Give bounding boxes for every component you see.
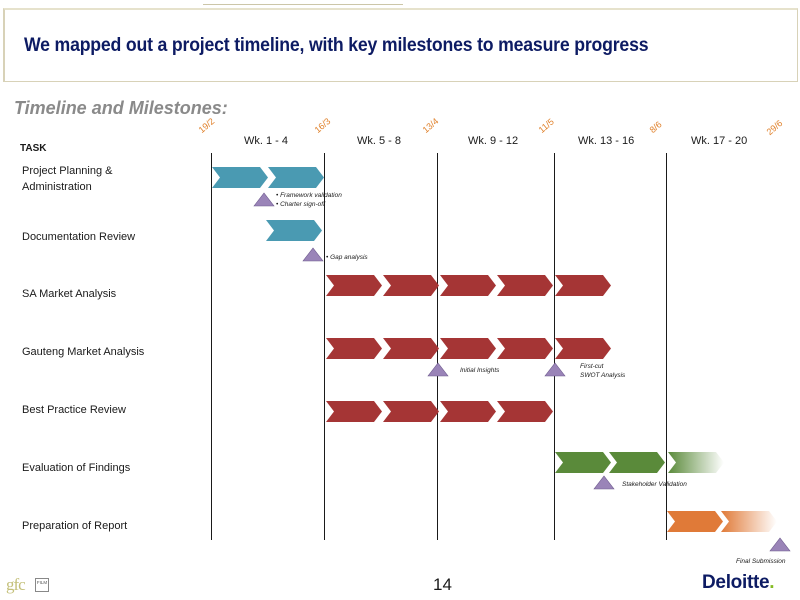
task-bar-gauteng-market [326, 338, 382, 359]
task-bar-report [667, 511, 723, 532]
task-label-line: Best Practice Review [22, 404, 126, 416]
milestone-triangle [769, 537, 791, 552]
task-label-line: Evaluation of Findings [22, 462, 131, 474]
task-bar-best-practice [440, 401, 496, 422]
gfc-logo-box: FILM [35, 578, 49, 592]
task-bar-documentation [266, 220, 322, 241]
milestone-note: • Framework validation • Charter sign-of… [276, 191, 342, 209]
section-subtitle: Timeline and Milestones: [14, 98, 228, 118]
task-label-evaluation: Evaluation of Findings [22, 460, 130, 476]
task-bar-gauteng-market [440, 338, 496, 359]
title-accent-line [203, 4, 403, 5]
task-column-header: TASK [20, 143, 47, 154]
task-bar-sa-market [497, 275, 553, 296]
title-box [3, 8, 798, 82]
milestone-note: Final Submission [736, 557, 786, 566]
week-header: Wk. 5 - 8 [357, 135, 402, 147]
milestone-note: First-cut SWOT Analysis [580, 362, 625, 380]
task-bar-evaluation [555, 452, 611, 473]
week-header: Wk. 1 - 4 [244, 135, 289, 147]
note-line: Initial Insights [460, 367, 500, 374]
milestone-triangle [427, 362, 449, 377]
task-bar-planning [212, 167, 268, 188]
task-label-line: Preparation of Report [22, 520, 128, 532]
task-bar-report [721, 511, 777, 532]
page-title: We mapped out a project timeline, with k… [24, 35, 649, 56]
task-label-best-practice: Best Practice Review [22, 402, 126, 418]
task-label-gauteng-market: Gauteng Market Analysis [22, 344, 144, 360]
task-bar-gauteng-market [383, 338, 439, 359]
deloitte-wordmark: Deloitte [702, 572, 770, 593]
week-header: Wk. 9 - 12 [468, 135, 519, 147]
milestone-triangle [544, 362, 566, 377]
task-label-planning: Project Planning & Administration [22, 163, 113, 195]
note-line: • Gap analysis [326, 254, 368, 261]
milestone-triangle [253, 192, 275, 207]
week-header: Wk. 17 - 20 [691, 135, 748, 147]
gfc-logo: gfc [6, 575, 26, 594]
task-bar-sa-market [440, 275, 496, 296]
note-line: SWOT Analysis [580, 372, 626, 379]
task-bar-sa-market [383, 275, 439, 296]
timeline-divider [211, 153, 212, 540]
timeline-divider [554, 153, 555, 540]
task-bar-gauteng-market [555, 338, 611, 359]
task-bar-best-practice [497, 401, 553, 422]
task-label-documentation: Documentation Review [22, 229, 135, 245]
week-header: Wk. 13 - 16 [578, 135, 635, 147]
task-label-line: Administration [22, 181, 92, 193]
milestone-note: • Gap analysis [326, 253, 368, 262]
note-line: First-cut [580, 363, 604, 370]
timeline-divider [666, 153, 667, 540]
task-label-line: Project Planning & [22, 165, 113, 177]
timeline-divider [437, 153, 438, 540]
task-label-line: Gauteng Market Analysis [22, 346, 145, 358]
task-label-line: Documentation Review [22, 231, 136, 243]
note-line: • Charter sign-off [276, 201, 325, 208]
task-label-line: SA Market Analysis [22, 288, 117, 300]
milestone-triangle [302, 247, 324, 262]
milestone-note: Initial Insights [460, 366, 499, 375]
note-line: Final Submission [736, 558, 786, 565]
task-bar-best-practice [383, 401, 439, 422]
bars-layer [212, 167, 777, 532]
task-bar-sa-market [555, 275, 611, 296]
task-label-report: Preparation of Report [22, 518, 127, 534]
task-bar-evaluation [668, 452, 724, 473]
note-line: Stakeholder Validation [622, 481, 687, 488]
note-line: • Framework validation [276, 192, 342, 199]
milestone-note: Stakeholder Validation [622, 480, 687, 489]
deloitte-dot: . [769, 572, 775, 593]
task-label-sa-market: SA Market Analysis [22, 286, 116, 302]
task-bar-sa-market [326, 275, 382, 296]
page-number: 14 [433, 575, 452, 594]
milestone-triangle [593, 475, 615, 490]
timeline-divider [324, 153, 325, 540]
task-bar-gauteng-market [497, 338, 553, 359]
task-bar-best-practice [326, 401, 382, 422]
milestones-layer [253, 192, 791, 552]
task-bar-evaluation [609, 452, 665, 473]
task-bar-planning [268, 167, 324, 188]
deloitte-logo: Deloitte. [702, 572, 775, 594]
